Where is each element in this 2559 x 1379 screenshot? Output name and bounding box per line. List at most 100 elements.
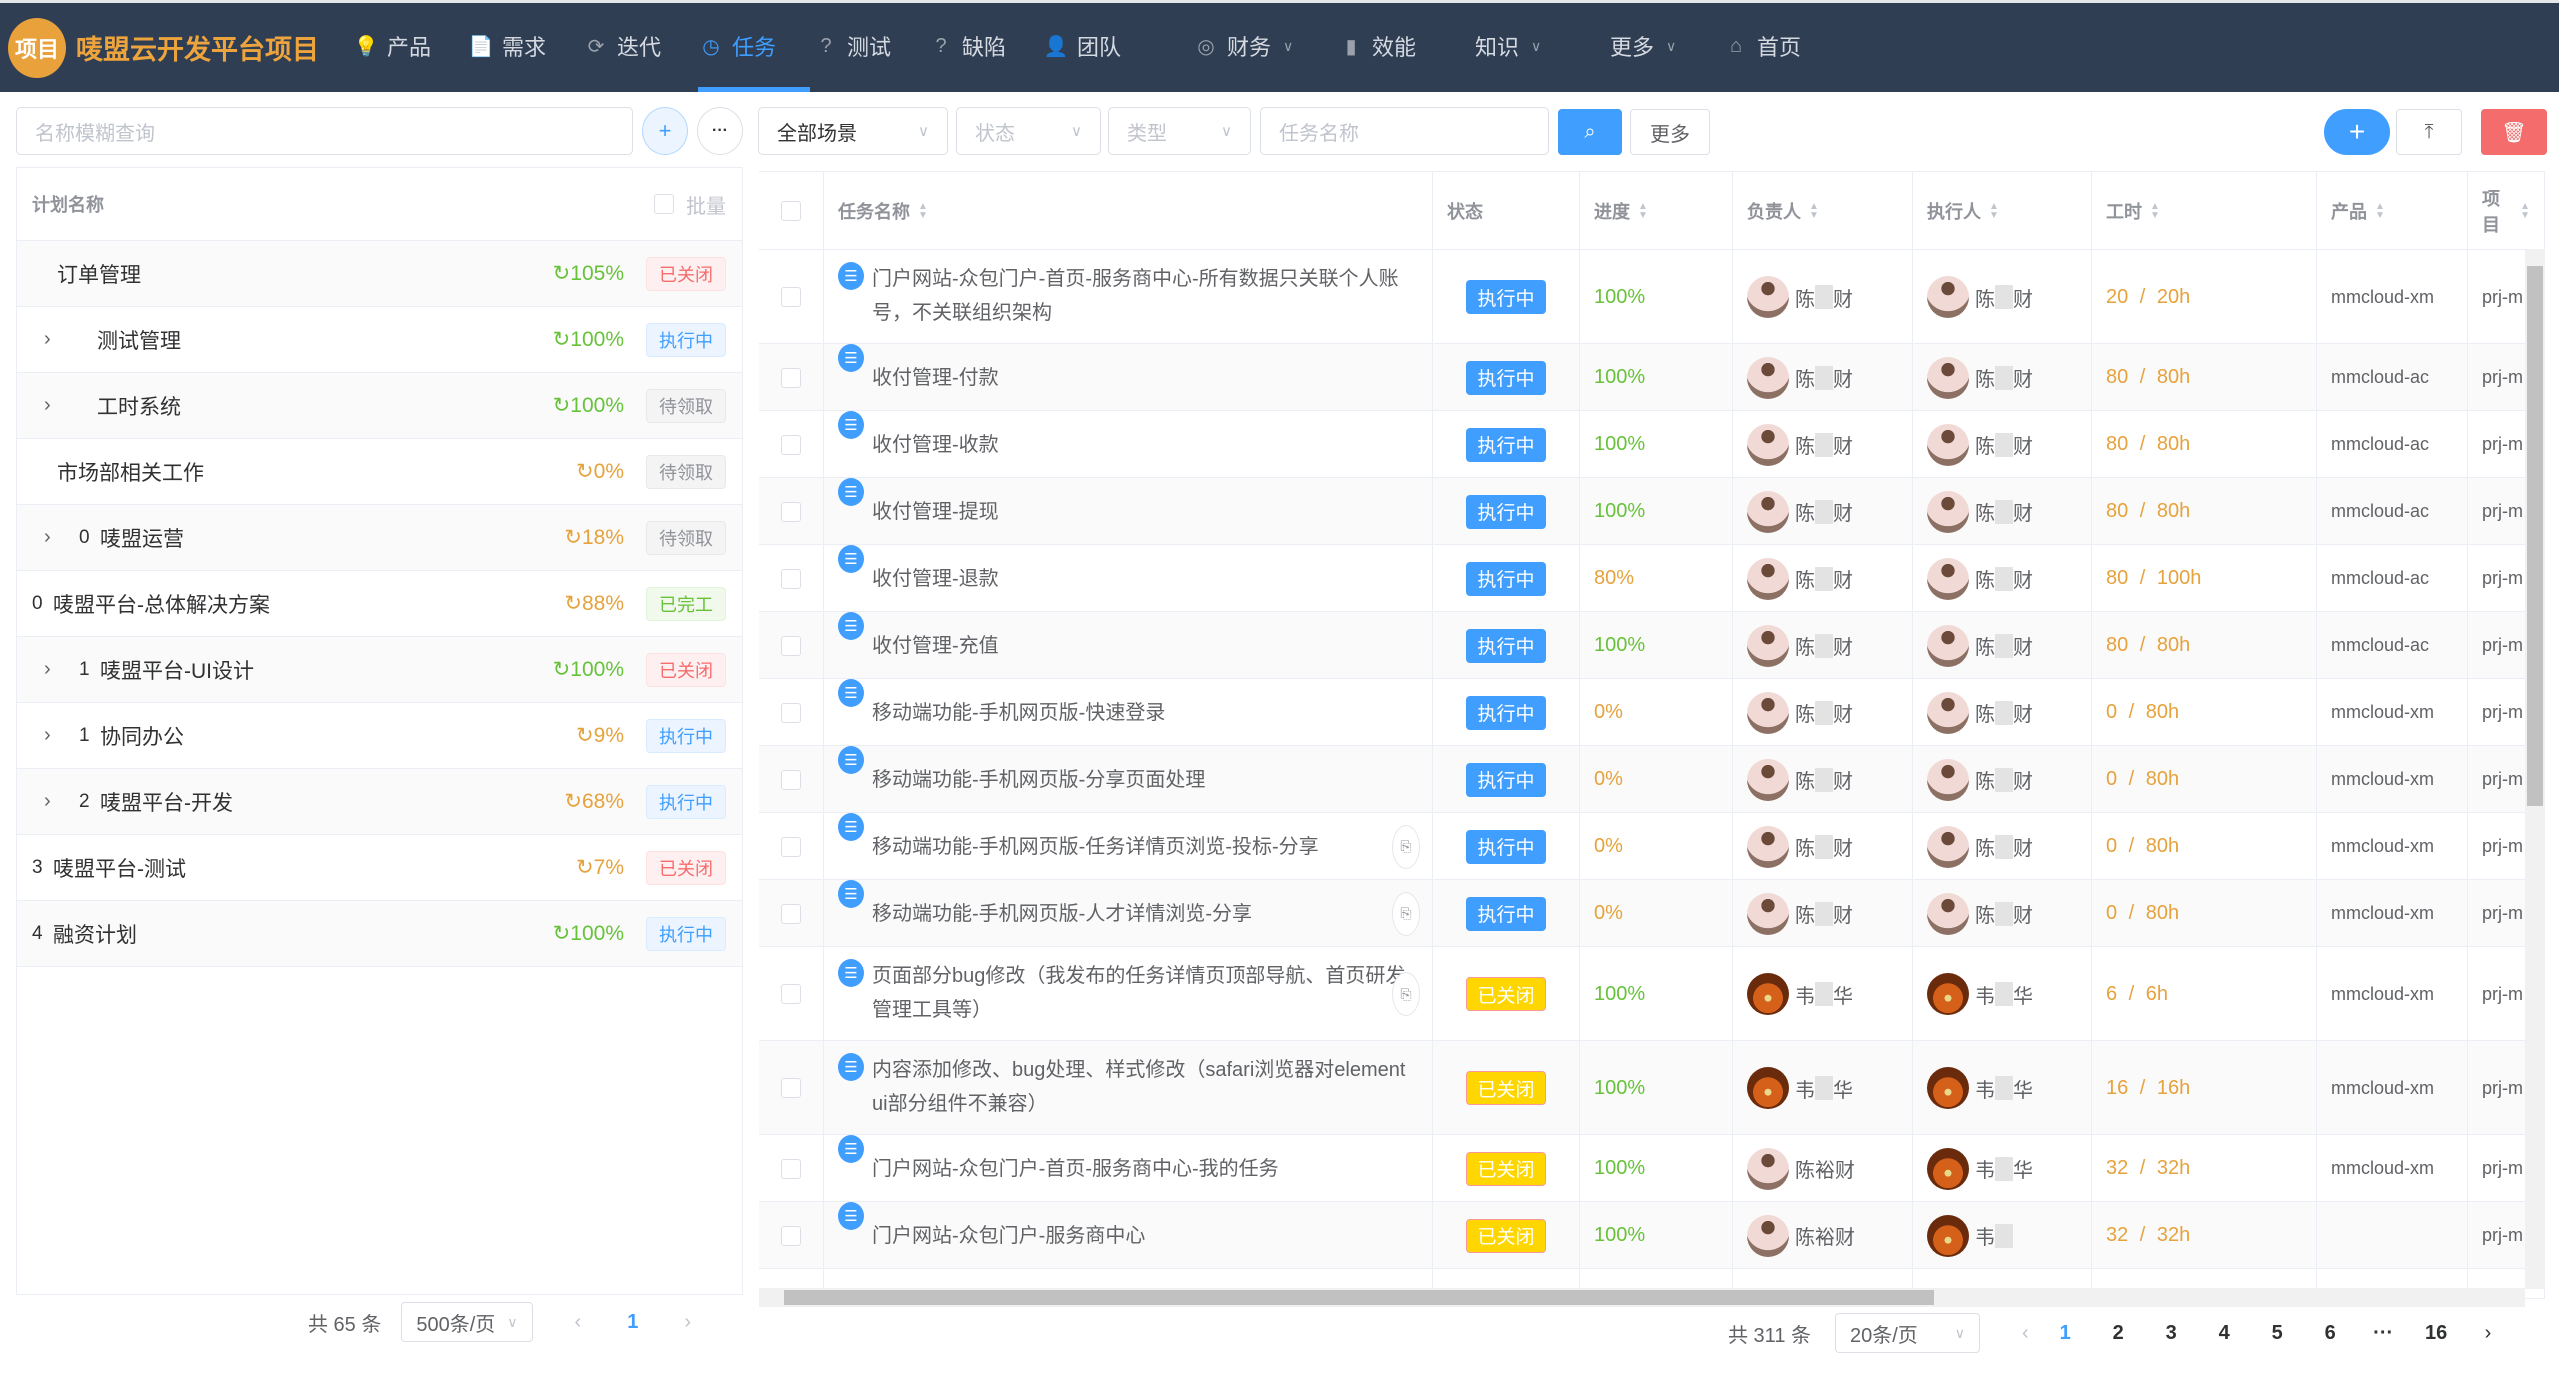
table-row[interactable]: ☰ 收付管理-付款 执行中 100% 陈财陈财 80 / 80h mmcloud-ac prj… — [759, 344, 2545, 411]
sort-icon[interactable]: ▲ ▼ — [2375, 200, 2385, 221]
nav-item-2[interactable]: ⟳ 迭代 — [585, 30, 661, 62]
type-select[interactable]: 类型 ∨ — [1108, 107, 1251, 155]
select-all-checkbox[interactable] — [781, 200, 801, 221]
task-name[interactable]: 收付管理-收款 — [872, 433, 999, 456]
task-name-cell[interactable]: ☰ 移动端功能-手机网页版-快速登录 — [824, 679, 1433, 746]
vertical-scrollbar-thumb[interactable] — [2527, 266, 2543, 806]
row-checkbox[interactable] — [781, 434, 801, 455]
search-button[interactable]: ⌕ — [1558, 109, 1622, 155]
plan-row[interactable]: › 1 协同办公 ↻9% 执行中 — [17, 703, 742, 769]
page-···[interactable]: ··· — [2373, 1321, 2394, 1344]
prev-page-button[interactable]: ‹ — [2022, 1321, 2029, 1344]
row-checkbox[interactable] — [781, 501, 801, 522]
plan-row[interactable]: › 测试管理 ↻100% 执行中 — [17, 307, 742, 373]
task-name-cell[interactable]: ☰ 收付管理-收款 — [824, 411, 1433, 478]
more-filters-button[interactable]: 更多 — [1630, 109, 1710, 155]
task-name[interactable]: 移动端功能-手机网页版-任务详情页浏览-投标-分享 — [872, 835, 1319, 858]
row-checkbox[interactable] — [781, 984, 801, 1004]
page-6[interactable]: 6 — [2324, 1321, 2336, 1344]
task-name-cell[interactable]: ☰ 收付管理-付款 — [824, 344, 1433, 411]
copy-icon[interactable]: ⎘ — [1392, 891, 1420, 936]
plan-row[interactable]: › 工时系统 ↻100% 待领取 — [17, 373, 742, 439]
chevron-right-icon[interactable]: › — [44, 658, 51, 680]
next-page-button[interactable]: › — [2484, 1321, 2492, 1344]
row-checkbox[interactable] — [781, 702, 801, 723]
row-checkbox[interactable] — [781, 836, 801, 857]
copy-icon[interactable]: ⎘ — [1392, 824, 1420, 869]
task-name-cell[interactable]: ☰ 移动端功能-手机网页版-任务详情页浏览-投标-分享 ⎘ — [824, 813, 1433, 880]
task-name-cell[interactable]: ☰ 移动端功能-手机网页版-分享页面处理 — [824, 746, 1433, 813]
row-checkbox[interactable] — [781, 367, 801, 388]
column-header-4[interactable]: 执行人 ▲ ▼ — [1913, 172, 2092, 249]
chevron-right-icon[interactable]: › — [44, 394, 51, 416]
plan-row[interactable]: 订单管理 ↻105% 已关闭 — [17, 241, 742, 307]
plan-row[interactable]: › 0 唛盟运营 ↻18% 待领取 — [17, 505, 742, 571]
task-name-cell[interactable]: ☰ 页面部分bug修改（我发布的任务详情页顶部导航、首页研发管理工具等） ⎘ — [824, 947, 1433, 1041]
table-row[interactable]: ☰ 移动端功能-手机网页版-人才详情浏览-分享 ⎘ 执行中 0% 陈财陈财 0 / 80h m… — [759, 880, 2545, 947]
table-row[interactable]: ☰ 门户网站-众包门户-首页-服务商中心-所有数据只关联个人账号，不关联组织架构 执… — [759, 250, 2545, 344]
status-select[interactable]: 状态 ∨ — [956, 107, 1101, 155]
table-row[interactable]: ☰ 移动端功能-手机网页版-快速登录 执行中 0% 陈财陈财 0 / 80h mmcloud… — [759, 679, 2545, 746]
row-checkbox[interactable] — [781, 287, 801, 307]
page-16[interactable]: 16 — [2425, 1321, 2448, 1344]
row-checkbox[interactable] — [781, 568, 801, 589]
column-header-0[interactable]: 任务名称 ▲ ▼ — [824, 172, 1433, 249]
task-name[interactable]: 移动端功能-手机网页版-人才详情浏览-分享 — [872, 902, 1252, 925]
table-row[interactable]: ☰ 内容添加修改、bug处理、样式修改（safari浏览器对element ui部… — [759, 1041, 2545, 1135]
plan-row[interactable]: › 1 唛盟平台-UI设计 ↻100% 已关闭 — [17, 637, 742, 703]
task-name[interactable]: 门户网站-众包门户-首页-服务商中心-所有数据只关联个人账号，不关联组织架构 — [872, 268, 1399, 324]
task-name-cell[interactable]: ☰ 收付管理-提现 — [824, 478, 1433, 545]
nav-item-8[interactable]: ▮ 效能 — [1340, 30, 1416, 62]
task-name[interactable]: 收付管理-退款 — [872, 567, 999, 590]
sort-icon[interactable]: ▲ ▼ — [2520, 200, 2530, 221]
sort-icon[interactable]: ▲ ▼ — [1989, 200, 1999, 221]
next-page-button[interactable]: › — [684, 1310, 692, 1333]
horizontal-scrollbar-thumb[interactable] — [784, 1290, 1934, 1305]
nav-item-11[interactable]: ⌂ 首页 — [1725, 30, 1801, 62]
column-header-1[interactable]: 状态 — [1433, 172, 1580, 249]
table-row[interactable]: ☰ 移动端功能-手机网页版-分享页面处理 执行中 0% 陈财陈财 0 / 80h mmclo… — [759, 746, 2545, 813]
table-row[interactable]: ☰ 门户网站-众包门户-服务商中心 已关闭 100% 陈裕财 韦 32 / 32h prj-m — [759, 1202, 2545, 1269]
add-task-button[interactable]: + — [2324, 109, 2390, 155]
table-row[interactable]: ☰ 移动端功能-手机网页版-任务详情页浏览-投标-分享 ⎘ 执行中 0% 陈财陈财 0 / … — [759, 813, 2545, 880]
task-name-cell[interactable] — [824, 1269, 1433, 1299]
task-name[interactable]: 移动端功能-手机网页版-快速登录 — [872, 701, 1166, 724]
task-name[interactable]: 门户网站-众包门户-首页-服务商中心-我的任务 — [872, 1157, 1279, 1180]
column-header-2[interactable]: 进度 ▲ ▼ — [1580, 172, 1733, 249]
nav-item-9[interactable]: 知识 ∨ — [1475, 30, 1541, 62]
column-header-7[interactable]: 项目 ▲ ▼ — [2468, 172, 2545, 249]
task-name-cell[interactable]: ☰ 收付管理-充值 — [824, 612, 1433, 679]
task-name-cell[interactable]: ☰ 移动端功能-手机网页版-人才详情浏览-分享 ⎘ — [824, 880, 1433, 947]
page-3[interactable]: 3 — [2165, 1321, 2177, 1344]
batch-checkbox[interactable] — [654, 194, 674, 214]
row-checkbox[interactable] — [781, 769, 801, 790]
copy-icon[interactable]: ⎘ — [1392, 972, 1420, 1016]
task-name-input[interactable]: 任务名称 — [1260, 107, 1549, 155]
row-checkbox[interactable] — [781, 1078, 801, 1098]
task-page-size-select[interactable]: 20条/页 ∨ — [1835, 1313, 1980, 1353]
page-5[interactable]: 5 — [2271, 1321, 2283, 1344]
table-row[interactable]: ☰ 收付管理-收款 执行中 100% 陈财陈财 80 / 80h mmcloud-ac prj… — [759, 411, 2545, 478]
task-name[interactable]: 内容添加修改、bug处理、样式修改（safari浏览器对element ui部分… — [872, 1059, 1406, 1115]
task-name[interactable]: 门户网站-众包门户-服务商中心 — [872, 1224, 1146, 1247]
task-name[interactable]: 收付管理-提现 — [872, 500, 999, 523]
table-row[interactable]: ☰ 收付管理-退款 执行中 80% 陈财陈财 80 / 100h mmcloud-ac prj… — [759, 545, 2545, 612]
vertical-scrollbar[interactable] — [2525, 249, 2545, 1289]
sort-icon[interactable]: ▲ ▼ — [2150, 200, 2160, 221]
scene-select[interactable]: 全部场景 ∨ — [758, 107, 948, 155]
column-header-6[interactable]: 产品 ▲ ▼ — [2317, 172, 2468, 249]
task-name-cell[interactable]: ☰ 内容添加修改、bug处理、样式修改（safari浏览器对element ui部… — [824, 1041, 1433, 1135]
plan-more-button[interactable]: ··· — [697, 107, 743, 155]
row-checkbox[interactable] — [781, 903, 801, 924]
nav-item-4[interactable]: ? 测试 — [815, 30, 891, 62]
page-1[interactable]: 1 — [2059, 1321, 2071, 1344]
task-name[interactable]: 移动端功能-手机网页版-分享页面处理 — [872, 768, 1206, 791]
task-name[interactable]: 收付管理-充值 — [872, 634, 999, 657]
plan-page-1[interactable]: 1 — [627, 1310, 639, 1333]
nav-item-5[interactable]: ? 缺陷 — [930, 30, 1006, 62]
horizontal-scrollbar[interactable] — [759, 1288, 2525, 1307]
sort-icon[interactable]: ▲ ▼ — [1638, 200, 1648, 221]
sort-icon[interactable]: ▲ ▼ — [918, 200, 928, 221]
nav-item-0[interactable]: 💡 产品 — [354, 30, 431, 62]
column-header-5[interactable]: 工时 ▲ ▼ — [2092, 172, 2317, 249]
